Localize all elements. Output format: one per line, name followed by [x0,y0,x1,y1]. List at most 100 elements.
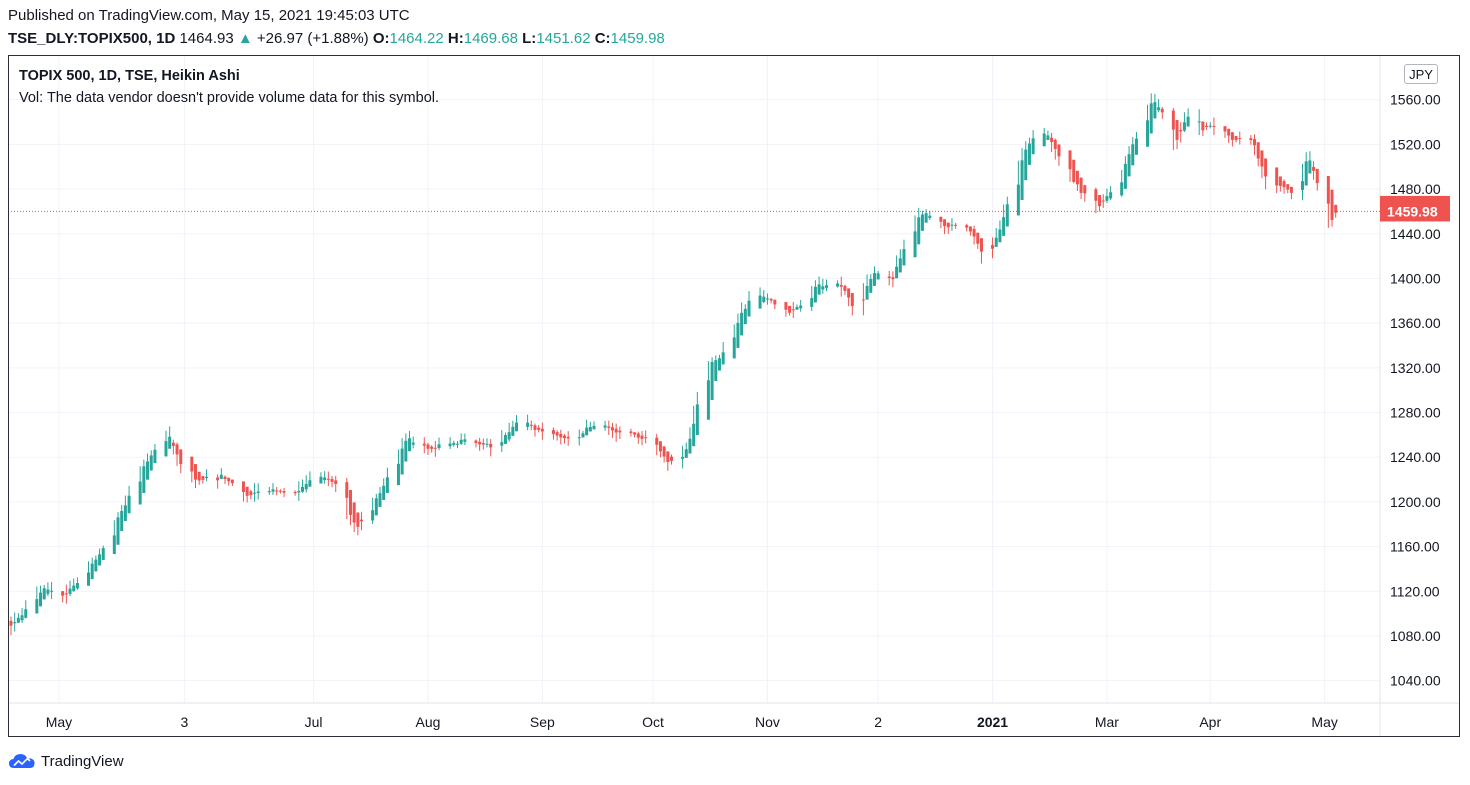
candle-body [1171,110,1175,130]
candle-body [559,433,563,438]
candle-body [478,441,482,445]
x-tick-label: May [46,714,72,730]
low-value: 1451.62 [536,30,591,47]
currency-button[interactable]: JPY [1404,64,1438,84]
candle-body [607,426,611,428]
candle-body [120,510,124,532]
candle-body [1002,217,1006,236]
published-note: Published on TradingView.com, May 15, 20… [8,7,410,24]
candle-body [219,474,223,479]
candle-body [924,213,928,223]
x-tick-label: May [1311,714,1337,730]
candle-body [1160,108,1164,113]
candle-body [747,300,751,317]
price-axis: 1040.00 1080.00 1120.00 1160.00 1200.00 1240.… [1379,55,1441,737]
candle-body [1304,161,1308,186]
candle-body [72,585,76,592]
candle-body [46,589,50,594]
candle-body [603,425,607,428]
price-labels: 1464.931459.98 [8,195,1450,222]
candle-body [378,493,382,507]
candle-body [1024,149,1028,181]
candle-body [692,423,696,447]
candle-body [681,456,685,459]
candle-body [581,433,585,438]
y-tick-label: 1080.00 [1390,628,1441,644]
candle-body [1157,107,1161,111]
candle-body [35,599,39,614]
tradingview-logo[interactable]: TradingView [8,752,124,770]
y-tick-label: 1120.00 [1390,583,1440,599]
candle-body [1238,138,1242,140]
candle-body [16,617,20,623]
candle-body [640,435,644,439]
candle-body [1201,121,1205,131]
candle-body [965,225,969,228]
candle-body [42,588,46,600]
candle-body [1068,150,1072,170]
candle-body [1186,116,1190,127]
y-tick-label: 1400.00 [1390,270,1441,286]
candle-body [887,276,891,278]
price-chart[interactable]: 1040.00 1080.00 1120.00 1160.00 1200.00 1240.… [8,55,1460,737]
candle-body [688,438,692,454]
chart-legend: TOPIX 500, 1D, TSE, Heikin Ashi Vol: The… [19,68,439,106]
candle-body [633,432,637,435]
candle-body [301,486,305,492]
volume-note: Vol: The data vendor doesn't provide vol… [19,90,440,106]
candle-body [1016,184,1020,216]
candle-body [636,433,640,438]
open-value: 1464.22 [389,30,444,47]
x-tick-label: Nov [755,714,780,730]
candle-body [411,442,415,445]
candle-body [1072,159,1076,182]
candle-body [13,622,17,624]
candle-body [618,430,622,433]
candle-body [1289,186,1293,193]
candle-body [1075,170,1079,185]
candle-body [20,615,24,621]
y-tick-label: 1200.00 [1390,494,1441,510]
candle-body [1205,125,1209,127]
candle-body [489,443,493,448]
candle-body [839,284,843,287]
candle-body [563,435,566,439]
candle-body [127,495,131,514]
candle-body [540,428,544,432]
candle-body [1286,184,1290,190]
candle-body [1227,128,1231,136]
low-label: L: [522,30,537,47]
quote-bar: TSE_DLY:TOPIX500, 1D 1464.93 ▲ +26.97 (+… [8,30,665,47]
candle-body [201,476,205,480]
candle-body [404,440,408,462]
candle-body [670,456,674,461]
candle-body [994,237,998,247]
candle-body [278,490,282,492]
candle-body [695,404,699,435]
candle-body [799,305,803,309]
candle-body [895,266,899,279]
x-tick-label: Jul [305,714,323,730]
y-tick-label: 1560.00 [1390,92,1441,108]
candle-body [976,232,980,244]
candle-body [943,219,947,227]
x-tick-label: Sep [530,714,555,730]
candle-body [1308,160,1312,174]
x-tick-label: Mar [1095,714,1119,730]
brand-name: TradingView [41,752,124,770]
candle-body [256,491,260,493]
y-tick-label: 1240.00 [1390,449,1441,465]
candle-body [348,489,352,515]
candle-body [714,360,718,381]
candle-body [507,432,511,440]
candle-body [474,440,478,444]
candle-body [869,278,873,293]
candle-body [706,380,710,420]
candle-body [610,427,614,431]
candle-body [101,548,105,560]
candle-body [1020,160,1024,200]
candle-body [396,463,400,486]
candle-body [164,441,168,457]
candle-body [644,437,648,439]
candle-body [954,224,958,226]
